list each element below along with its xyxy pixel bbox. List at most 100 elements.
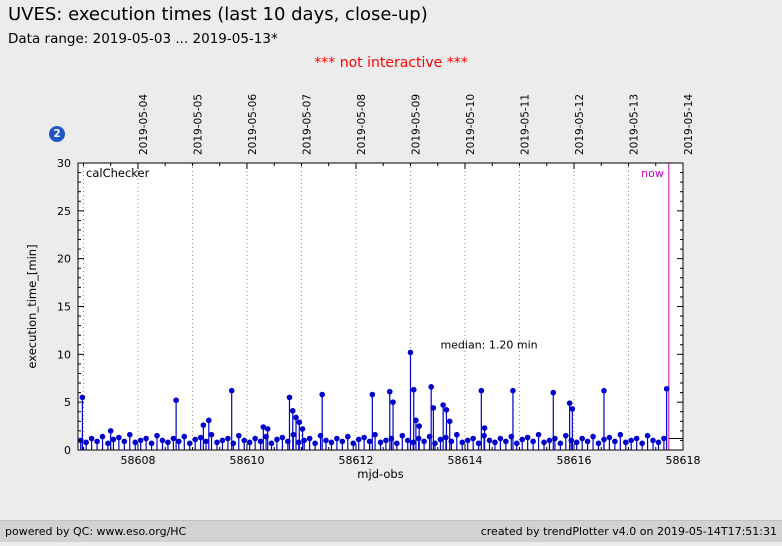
data-point (260, 424, 267, 430)
data-point (181, 433, 188, 440)
data-point (584, 438, 591, 445)
data-point (394, 440, 400, 447)
data-point (79, 394, 86, 401)
data-point (192, 436, 198, 443)
x-tick-label: 58610 (229, 454, 264, 467)
data-point (413, 417, 419, 424)
data-point (459, 439, 466, 446)
data-point (154, 432, 160, 439)
data-point (470, 435, 476, 442)
data-point (235, 432, 242, 439)
data-point (390, 399, 396, 405)
data-point (410, 386, 417, 393)
data-point (369, 391, 376, 398)
data-point (595, 440, 602, 447)
data-point (568, 437, 575, 444)
data-point (246, 439, 253, 446)
data-point (443, 434, 449, 441)
data-point (372, 431, 378, 438)
data-point (481, 425, 488, 431)
data-point (170, 435, 177, 442)
data-point (206, 417, 212, 424)
data-point (296, 419, 303, 426)
plot-number-badge[interactable]: 2 (49, 126, 65, 142)
data-point (399, 432, 406, 439)
date-label: 2019-05-04 (138, 94, 150, 155)
data-point (432, 440, 438, 447)
data-point (639, 440, 645, 447)
x-tick-label: 58616 (556, 454, 591, 467)
data-point (486, 437, 493, 444)
data-point (319, 391, 325, 398)
data-point (633, 435, 640, 442)
data-point (197, 434, 204, 441)
plot-area (78, 163, 683, 450)
x-tick-label: 58612 (338, 454, 373, 467)
data-point (289, 407, 296, 414)
data-point (99, 433, 106, 440)
data-point (200, 422, 207, 428)
footer-created-by: created by trendPlotter v4.0 on 2019-05-… (480, 525, 777, 538)
now-label: now (641, 167, 664, 180)
date-label: 2019-05-13 (628, 94, 640, 155)
data-point (541, 439, 547, 446)
data-point (601, 387, 607, 394)
data-point (377, 439, 384, 446)
x-tick-label: 58618 (666, 454, 701, 467)
data-point (121, 438, 128, 445)
footer-bar: powered by QC: www.eso.org/HC created by… (0, 520, 782, 542)
data-point (148, 440, 155, 447)
data-point (219, 437, 226, 444)
data-point (366, 438, 373, 445)
y-tick-label: 5 (64, 396, 71, 409)
data-point (650, 437, 656, 444)
x-tick-label: 58614 (447, 454, 482, 467)
y-tick-label: 0 (64, 444, 71, 457)
data-point (606, 434, 613, 441)
data-point (116, 434, 122, 441)
data-point (612, 438, 618, 445)
data-point (497, 435, 504, 442)
data-point (530, 438, 536, 445)
y-tick-label: 25 (57, 205, 71, 218)
x-tick-label: 58608 (120, 454, 155, 467)
data-point (173, 397, 179, 404)
data-point (601, 436, 607, 443)
data-point (274, 436, 280, 443)
data-point (573, 439, 580, 446)
date-label: 2019-05-05 (192, 94, 204, 155)
date-label: 2019-05-08 (356, 94, 368, 155)
data-point (241, 437, 248, 444)
data-point (323, 437, 329, 444)
data-point (508, 433, 515, 440)
y-axis-title: execution_time_[min] (25, 244, 39, 368)
data-point (299, 426, 306, 432)
date-label: 2019-05-14 (683, 94, 695, 155)
data-point (513, 440, 520, 447)
data-point (415, 435, 422, 442)
data-point (230, 440, 237, 447)
data-point (416, 423, 422, 429)
data-point (88, 435, 95, 442)
data-point (279, 434, 286, 441)
data-point (655, 439, 662, 446)
data-point (510, 387, 516, 394)
data-point (94, 438, 100, 445)
data-point (569, 406, 576, 412)
data-point (566, 400, 573, 406)
date-label: 2019-05-09 (410, 94, 422, 155)
data-point (550, 389, 557, 396)
data-point (293, 414, 299, 421)
data-point (203, 438, 209, 445)
data-point (126, 431, 133, 438)
data-point (644, 432, 651, 439)
data-point (478, 387, 485, 394)
data-point (268, 440, 275, 447)
data-point (481, 432, 487, 439)
data-point (132, 439, 139, 446)
x-axis-title: mjd-obs (357, 467, 403, 481)
data-point (263, 433, 269, 440)
data-point (214, 439, 220, 446)
